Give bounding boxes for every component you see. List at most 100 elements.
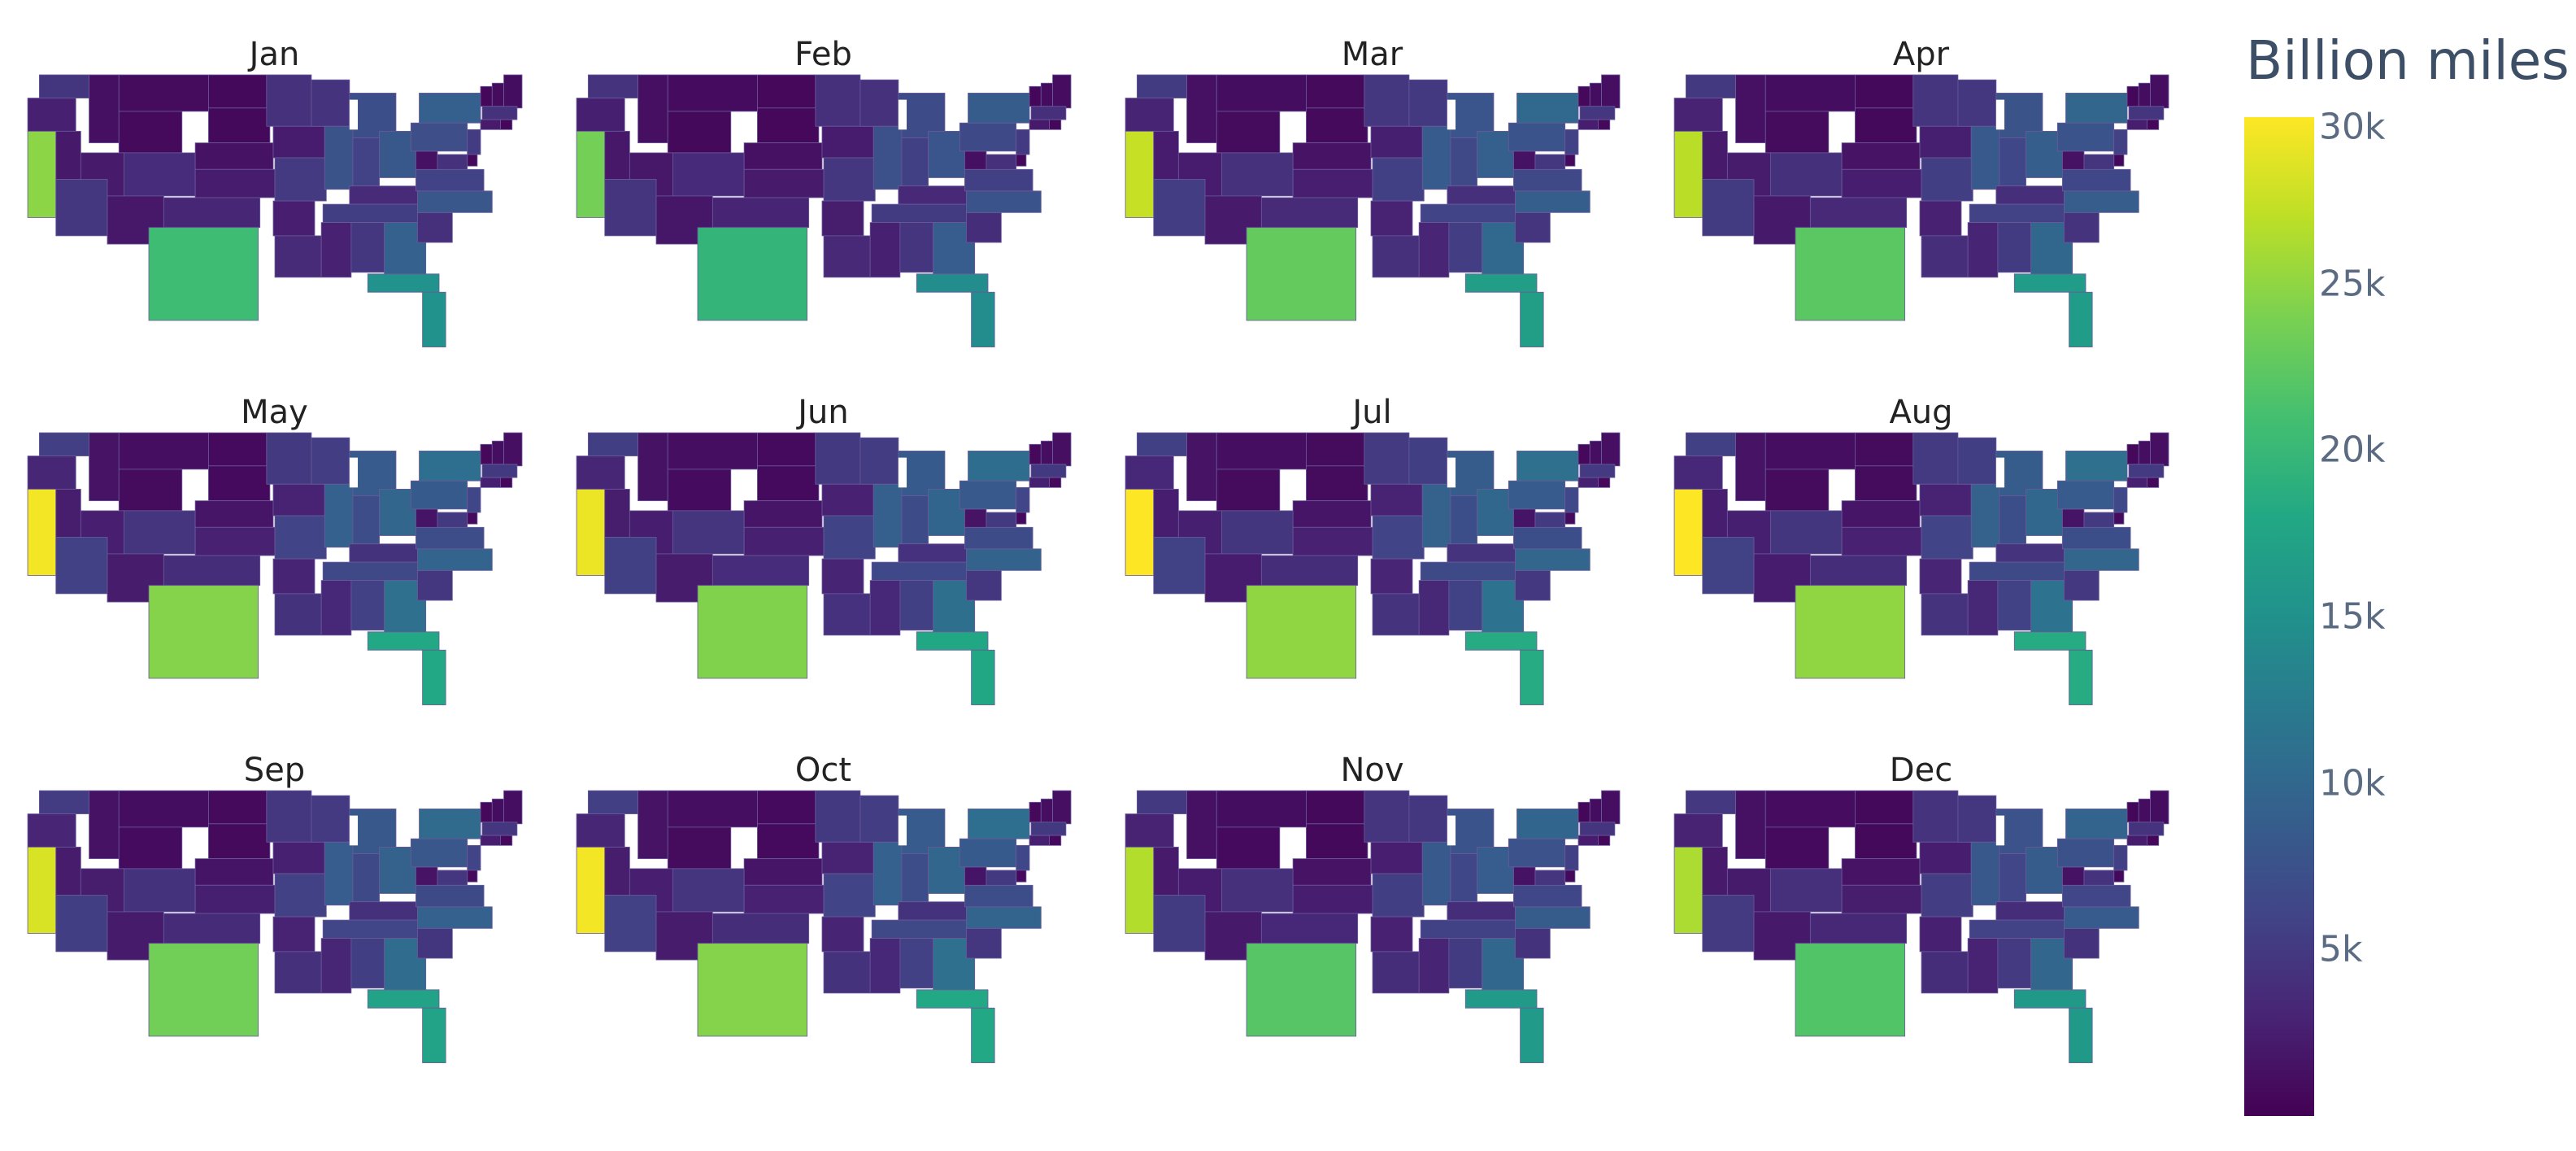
state-nj — [1016, 129, 1030, 155]
state-mt — [118, 790, 209, 828]
state-md — [2083, 512, 2115, 528]
state-ms — [320, 938, 352, 994]
state-ia — [272, 483, 325, 517]
state-vt — [1029, 85, 1042, 107]
state-vt — [480, 801, 493, 823]
state-vt — [2126, 85, 2139, 107]
state-tn — [1420, 561, 1516, 581]
state-ok — [163, 913, 261, 944]
state-wv — [964, 508, 987, 528]
us-choropleth-map — [27, 74, 523, 347]
state-ny — [419, 809, 481, 839]
state-nc — [966, 548, 1042, 571]
state-tn — [1420, 919, 1516, 939]
state-va — [964, 168, 1033, 192]
state-mo — [274, 515, 327, 560]
state-az — [1153, 537, 1206, 595]
state-ok — [1809, 555, 1908, 586]
state-ok — [163, 197, 261, 229]
state-ca — [1673, 846, 1704, 934]
state-ct — [2126, 477, 2147, 488]
state-in — [1450, 853, 1477, 903]
state-az — [55, 895, 108, 953]
state-ar — [821, 558, 864, 595]
state-mo — [1372, 873, 1425, 918]
state-md — [986, 154, 1017, 170]
state-nh — [1589, 440, 1602, 465]
state-nd — [1855, 790, 1914, 825]
state-in — [352, 853, 380, 903]
state-ma — [481, 822, 518, 836]
state-id — [89, 74, 120, 144]
state-nv — [604, 846, 630, 896]
state-ar — [1919, 558, 1962, 595]
state-fl — [367, 989, 440, 1009]
state-ri — [1049, 119, 1062, 130]
state-wy — [1216, 111, 1281, 154]
state-wv — [1513, 508, 1536, 528]
state-nj — [1016, 486, 1030, 513]
state-ri — [500, 477, 513, 488]
state-sc — [417, 569, 453, 601]
state-nv — [1702, 488, 1728, 538]
state-al — [899, 222, 934, 273]
state-ca — [27, 130, 57, 218]
us-choropleth-map — [27, 432, 523, 705]
state-de — [1564, 870, 1576, 883]
state-nj — [1564, 844, 1579, 871]
state-oh — [2026, 846, 2063, 894]
state-pa — [410, 838, 468, 868]
state-tn — [322, 561, 418, 581]
state-de — [467, 870, 478, 883]
state-me — [1601, 790, 1621, 825]
state-ne — [194, 142, 274, 170]
state-nh — [1589, 798, 1602, 823]
state-tx — [1795, 585, 1906, 679]
lake-michigan — [1447, 457, 1456, 488]
state-ia — [1919, 483, 1972, 517]
state-nv — [1702, 846, 1728, 896]
state-pa — [410, 480, 468, 510]
state-or — [27, 98, 76, 132]
state-wy — [1216, 826, 1281, 870]
state-ri — [1598, 835, 1611, 846]
state-mn — [1364, 790, 1410, 843]
state-fl — [971, 649, 995, 705]
state-nc — [2064, 906, 2139, 929]
state-ks — [743, 168, 825, 198]
state-la — [1372, 235, 1420, 278]
state-ms — [1967, 580, 1999, 636]
state-wy — [1764, 111, 1830, 154]
state-ms — [320, 222, 352, 278]
map-panel-jul: Jul — [1098, 374, 1647, 748]
state-ca — [1125, 846, 1155, 934]
state-mo — [823, 157, 876, 202]
state-nh — [2138, 798, 2151, 823]
state-nv — [1153, 488, 1179, 538]
state-in — [1450, 137, 1477, 187]
state-wy — [1764, 469, 1830, 512]
state-wv — [2062, 508, 2085, 528]
state-ok — [711, 197, 810, 229]
month-title: Mar — [1341, 36, 1403, 73]
state-wv — [2062, 866, 2085, 886]
state-tn — [1969, 919, 2065, 939]
state-me — [503, 74, 523, 109]
state-ky — [1995, 901, 2065, 921]
colorbar-tick-label: 25k — [2319, 263, 2386, 305]
state-wi — [1957, 437, 1997, 485]
state-wv — [1513, 150, 1536, 170]
state-pa — [959, 122, 1017, 152]
state-tn — [1969, 561, 2065, 581]
state-wv — [1513, 866, 1536, 886]
state-ri — [1049, 477, 1062, 488]
state-vt — [1577, 443, 1590, 465]
us-choropleth-map — [1125, 790, 1621, 1063]
state-ok — [711, 913, 810, 944]
state-wi — [1408, 437, 1448, 485]
state-la — [1921, 235, 1969, 278]
state-mo — [1921, 157, 1973, 202]
state-id — [637, 74, 668, 144]
state-la — [1921, 593, 1969, 636]
state-de — [2113, 870, 2125, 883]
